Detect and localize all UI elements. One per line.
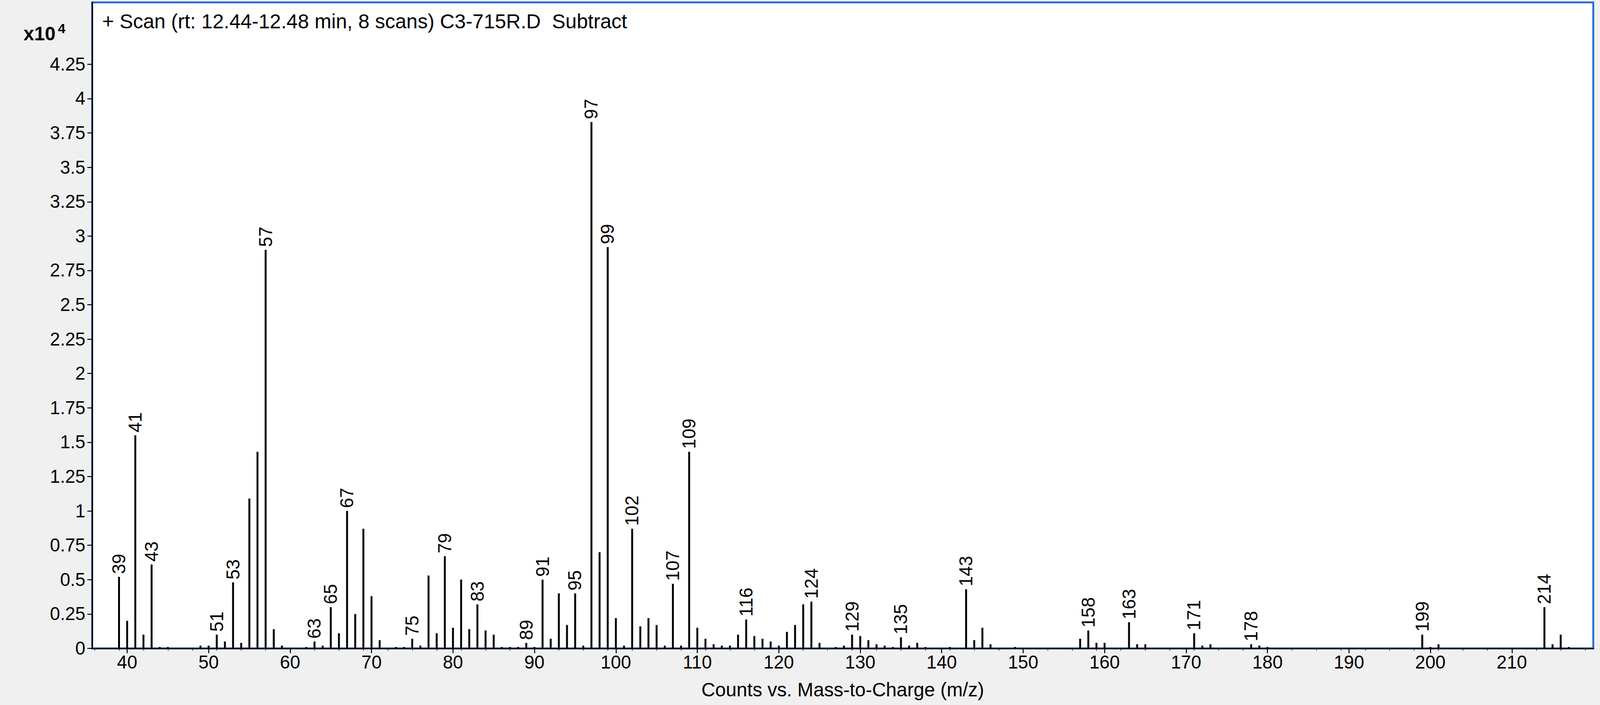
svg-text:107: 107 — [662, 550, 683, 581]
svg-text:1: 1 — [75, 501, 86, 522]
svg-text:135: 135 — [890, 604, 911, 635]
svg-text:163: 163 — [1119, 588, 1140, 620]
svg-text:129: 129 — [842, 601, 863, 632]
svg-text:99: 99 — [597, 223, 618, 244]
svg-text:90: 90 — [524, 652, 545, 673]
svg-text:214: 214 — [1534, 573, 1555, 605]
svg-text:70: 70 — [361, 652, 382, 673]
svg-text:140: 140 — [926, 652, 957, 673]
svg-text:x10: x10 — [23, 23, 56, 45]
svg-text:+ Scan (rt: 12.44-12.48 min, 8: + Scan (rt: 12.44-12.48 min, 8 scans) C3… — [102, 10, 628, 33]
svg-text:83: 83 — [467, 581, 488, 602]
svg-text:0: 0 — [75, 638, 86, 659]
svg-text:3.75: 3.75 — [49, 122, 86, 144]
svg-text:124: 124 — [801, 568, 822, 599]
svg-text:3.5: 3.5 — [59, 157, 86, 178]
svg-text:4.25: 4.25 — [49, 54, 86, 75]
svg-text:60: 60 — [279, 652, 300, 673]
svg-text:97: 97 — [581, 98, 602, 120]
svg-text:170: 170 — [1170, 652, 1202, 673]
svg-text:4: 4 — [75, 88, 86, 109]
svg-text:4: 4 — [58, 21, 66, 36]
svg-text:91: 91 — [532, 556, 553, 577]
svg-text:Counts vs. Mass-to-Charge (m/z: Counts vs. Mass-to-Charge (m/z) — [701, 679, 984, 701]
svg-text:2.75: 2.75 — [49, 260, 86, 281]
svg-text:63: 63 — [304, 618, 325, 639]
svg-text:79: 79 — [434, 533, 455, 554]
svg-text:116: 116 — [736, 587, 757, 617]
svg-text:2.25: 2.25 — [49, 329, 86, 350]
svg-text:89: 89 — [516, 619, 537, 640]
svg-text:51: 51 — [206, 611, 227, 632]
svg-text:110: 110 — [682, 652, 713, 673]
svg-text:0.75: 0.75 — [49, 535, 86, 556]
svg-text:57: 57 — [255, 226, 276, 247]
svg-text:40: 40 — [117, 652, 138, 673]
svg-text:50: 50 — [198, 652, 219, 673]
svg-text:1.75: 1.75 — [49, 397, 86, 418]
svg-text:200: 200 — [1415, 652, 1446, 673]
svg-text:210: 210 — [1496, 652, 1528, 673]
svg-text:160: 160 — [1089, 652, 1120, 673]
svg-text:1.5: 1.5 — [59, 431, 86, 453]
svg-text:1.25: 1.25 — [49, 466, 86, 487]
svg-text:102: 102 — [621, 495, 643, 526]
svg-text:150: 150 — [1007, 652, 1039, 673]
svg-text:158: 158 — [1078, 597, 1099, 628]
svg-text:190: 190 — [1333, 652, 1364, 673]
svg-text:43: 43 — [141, 541, 162, 562]
svg-text:130: 130 — [845, 652, 876, 673]
svg-text:41: 41 — [125, 412, 146, 433]
svg-text:67: 67 — [336, 487, 358, 508]
svg-text:143: 143 — [955, 555, 977, 586]
svg-text:0.25: 0.25 — [49, 603, 86, 624]
svg-text:178: 178 — [1241, 610, 1262, 642]
svg-text:0.5: 0.5 — [59, 569, 86, 590]
svg-text:53: 53 — [223, 559, 244, 580]
svg-text:2.5: 2.5 — [59, 294, 86, 315]
svg-text:199: 199 — [1412, 601, 1433, 632]
svg-text:65: 65 — [320, 584, 341, 605]
svg-text:3: 3 — [75, 226, 86, 247]
svg-text:2: 2 — [75, 363, 86, 384]
svg-text:3.25: 3.25 — [49, 191, 86, 212]
svg-text:75: 75 — [402, 615, 423, 636]
svg-text:171: 171 — [1183, 599, 1205, 631]
svg-text:39: 39 — [108, 553, 130, 574]
svg-text:109: 109 — [679, 418, 700, 449]
svg-text:80: 80 — [442, 652, 464, 673]
svg-text:120: 120 — [763, 652, 794, 673]
svg-text:95: 95 — [564, 570, 586, 591]
svg-text:100: 100 — [600, 652, 632, 673]
svg-text:180: 180 — [1252, 652, 1283, 673]
